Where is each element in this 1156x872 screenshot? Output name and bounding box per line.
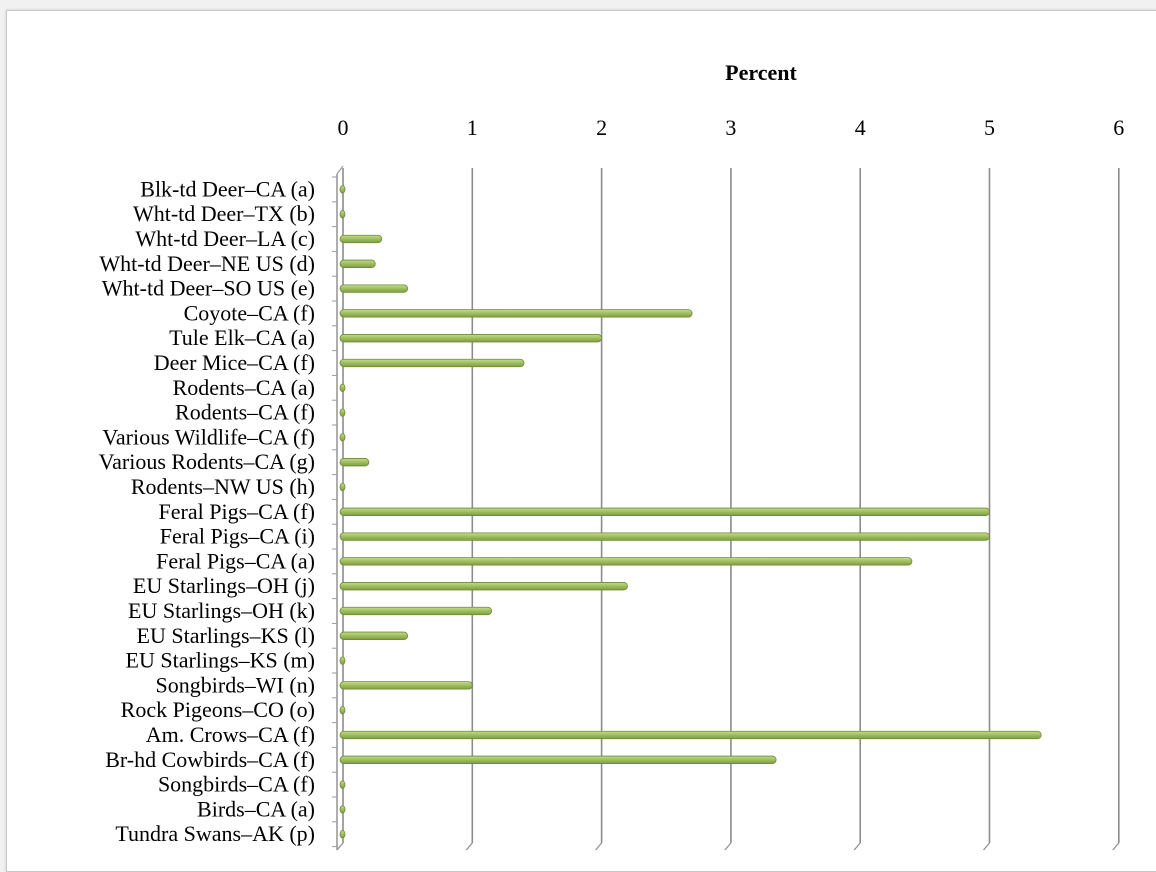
bar: [339, 507, 990, 516]
category-label: Various Wildlife–CA (f): [102, 424, 315, 449]
category-label: Feral Pigs–CA (i): [160, 524, 315, 549]
bar: [339, 309, 693, 318]
category-labels: Blk-td Deer–CA (a)Wht-td Deer–TX (b)Wht-…: [99, 176, 315, 846]
tick-label: 5: [984, 115, 995, 140]
category-label: Blk-td Deer–CA (a): [140, 176, 315, 201]
category-label: Wht-td Deer–TX (b): [133, 201, 315, 226]
category-label: Tundra Swans–AK (p): [115, 821, 315, 846]
bar: [339, 259, 376, 268]
category-label: Feral Pigs–CA (f): [159, 499, 315, 524]
category-label: Wht-td Deer–LA (c): [135, 226, 315, 251]
tick-label: 3: [725, 115, 736, 140]
category-label: Various Rodents–CA (g): [99, 449, 315, 474]
bar: [339, 830, 346, 839]
bar: [339, 631, 409, 640]
bar: [339, 383, 346, 392]
gridline-foot: [1112, 842, 1120, 851]
gridline-foot: [336, 842, 344, 851]
category-label: EU Starlings–OH (j): [133, 573, 315, 598]
bar: [339, 755, 777, 764]
gridline-foot: [595, 842, 603, 851]
bar: [339, 730, 1042, 740]
bar: [339, 334, 603, 343]
bar: [339, 284, 409, 293]
category-label: Am. Crows–CA (f): [146, 722, 315, 747]
bar: [339, 458, 370, 467]
bar: [339, 185, 346, 194]
tick-label: 6: [1113, 115, 1124, 140]
bar: [339, 482, 346, 492]
bar: [339, 805, 346, 814]
bar: [339, 706, 346, 715]
tick-label: 2: [596, 115, 607, 140]
bar: [339, 532, 990, 541]
category-label: Feral Pigs–CA (a): [156, 548, 315, 573]
category-label: Rodents–CA (a): [173, 375, 315, 400]
category-label: Songbirds–WI (n): [156, 672, 315, 697]
category-label: Wht-td Deer–NE US (d): [99, 251, 315, 276]
gridline-foot: [853, 842, 861, 851]
category-axis: [332, 165, 344, 850]
category-label: EU Starlings–KS (m): [126, 648, 315, 673]
category-label: Br-hd Cowbirds–CA (f): [105, 747, 315, 772]
gridlines: [336, 168, 1120, 851]
category-label: EU Starlings–OH (k): [128, 598, 315, 623]
bar: [339, 656, 346, 665]
category-label: Rodents–CA (f): [175, 400, 315, 425]
category-label: EU Starlings–KS (l): [137, 623, 315, 648]
gridline-foot: [983, 842, 990, 851]
category-label: Rock Pigeons–CO (o): [121, 697, 315, 722]
bar: [339, 780, 346, 789]
category-label: Tule Elk–CA (a): [169, 325, 315, 350]
bar: [339, 234, 383, 244]
bar: [339, 210, 346, 219]
tick-label: 0: [338, 115, 349, 140]
bar: [339, 408, 346, 417]
category-label: Rodents–NW US (h): [131, 474, 315, 499]
bars: [339, 185, 1042, 839]
tick-label: 4: [855, 115, 866, 140]
category-label: Deer Mice–CA (f): [154, 350, 315, 375]
bar: [339, 557, 913, 566]
chart-title: Percent: [725, 60, 797, 85]
gridline-foot: [465, 842, 473, 851]
x-axis-ticks: 0 1 2 3 4 5 6: [338, 115, 1125, 140]
category-label: Birds–CA (a): [197, 796, 315, 821]
tick-label: 1: [467, 115, 478, 140]
bar: [339, 358, 525, 368]
category-label: Songbirds–CA (f): [158, 772, 315, 797]
bar: [339, 606, 493, 616]
axis-top-edge: [336, 165, 344, 175]
gridline-foot: [724, 842, 732, 851]
bar: [339, 582, 628, 591]
bar: [339, 681, 473, 690]
bar: [339, 433, 346, 442]
category-label: Coyote–CA (f): [184, 300, 315, 325]
category-label: Wht-td Deer–SO US (e): [102, 276, 315, 301]
